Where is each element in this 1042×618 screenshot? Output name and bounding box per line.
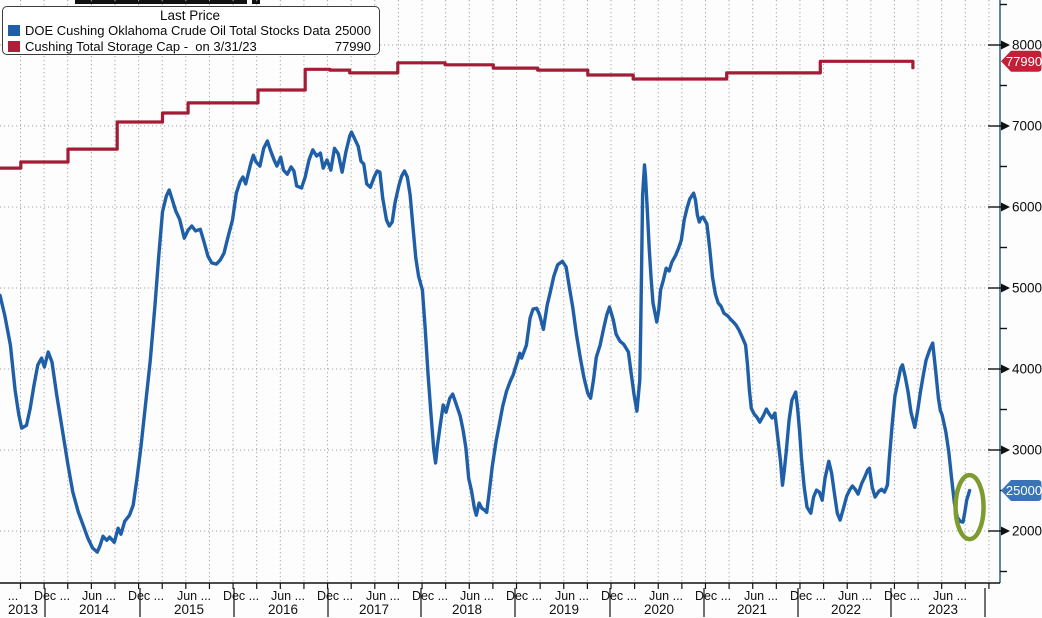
month-tick-label: Jun ... (460, 589, 494, 603)
year-tick-label: 2016 (268, 602, 298, 617)
month-tick-label: Jun ... (82, 589, 116, 603)
month-tick-label: Jun ... (933, 589, 967, 603)
last-price-badge-value: 77990 (1006, 54, 1042, 69)
y-axis-tick-label: 30000 (1012, 443, 1042, 458)
month-tick-label: Jun ... (555, 589, 589, 603)
y-axis-tick-arrow-icon (1001, 445, 1010, 455)
year-tick-label: 2013 (8, 602, 38, 617)
month-tick-label: Dec ... (695, 589, 731, 603)
legend-item-label: DOE Cushing Oklahoma Crude Oil Total Sto… (25, 23, 331, 38)
stocks-series-swatch-icon (8, 25, 20, 37)
month-tick-label: Jun ... (366, 589, 400, 603)
y-axis-tick-arrow-icon (1001, 202, 1010, 212)
year-tick-label: 2019 (549, 602, 579, 617)
month-tick-label: Dec ... (506, 589, 542, 603)
last-price-badge-value: 25000 (1006, 483, 1042, 498)
month-tick-label: Jun ... (271, 589, 305, 603)
capacity-series-swatch-icon (8, 40, 20, 52)
month-tick-label: Jun ... (649, 589, 683, 603)
capacity-last-price-badge (1001, 50, 1042, 72)
storage-cap-series-line (0, 59, 915, 170)
y-axis-tick-arrow-icon (1001, 40, 1010, 50)
year-tick-label: 2023 (928, 602, 958, 617)
clipped-title-fragment (252, 0, 260, 4)
highlight-ellipse (953, 472, 986, 542)
month-tick-label: Dec ... (412, 589, 448, 603)
month-tick-label: Dec ... (128, 589, 164, 603)
month-tick-label: Jun ... (838, 589, 872, 603)
legend-item-value: 25000 (334, 23, 371, 38)
gridlines (0, 0, 1000, 583)
month-tick-label: Dec ... (601, 589, 637, 603)
year-tick-label: 2020 (644, 602, 674, 617)
clipped-title-fragment (75, 0, 247, 4)
y-axis-tick-label: 20000 (1012, 524, 1042, 539)
y-axis-tick-label: 60000 (1012, 200, 1042, 215)
y-axis-tick-label: 40000 (1012, 362, 1042, 377)
month-tick-label: Jun ... (177, 589, 211, 603)
y-axis-tick-label: 80000 (1012, 38, 1042, 53)
y-axis-tick-arrow-icon (1001, 526, 1010, 536)
y-axis-tick-arrow-icon (1001, 121, 1010, 131)
legend-item-capacity: Cushing Total Storage Cap - on 3/31/23 7… (7, 39, 373, 55)
month-tick-label: Jun ... (744, 589, 778, 603)
year-tick-label: 2014 (79, 602, 110, 617)
stocks-series-line (0, 130, 972, 554)
legend-item-stocks: DOE Cushing Oklahoma Crude Oil Total Sto… (7, 23, 373, 39)
y-axis-tick-label: 70000 (1012, 119, 1042, 134)
month-tick-label: Dec ... (317, 589, 353, 603)
y-axis-tick-arrow-icon (1001, 283, 1010, 293)
legend-item-value: 77990 (334, 38, 371, 54)
legend-box: Last Price DOE Cushing Oklahoma Crude Oi… (2, 6, 380, 55)
month-tick-label: Dec ... (34, 589, 70, 603)
year-tick-label: 2022 (831, 602, 861, 617)
year-tick-label: 2015 (174, 602, 204, 617)
legend-title: Last Price (159, 8, 221, 23)
year-tick-label: 2021 (737, 602, 767, 617)
year-tick-label: 2018 (452, 602, 482, 617)
year-tick-label: 2017 (359, 602, 389, 617)
month-tick-label: ... (8, 589, 18, 603)
legend-item-label: Cushing Total Storage Cap - on 3/31/23 (25, 38, 257, 54)
axes (0, 0, 1001, 584)
month-tick-label: Dec ... (223, 589, 259, 603)
y-axis-tick-arrow-icon (1001, 364, 1010, 374)
stocks-last-price-badge (1001, 480, 1042, 501)
month-tick-label: Dec ... (884, 589, 920, 603)
month-tick-label: Dec ... (790, 589, 826, 603)
y-axis-tick-label: 50000 (1012, 281, 1042, 296)
